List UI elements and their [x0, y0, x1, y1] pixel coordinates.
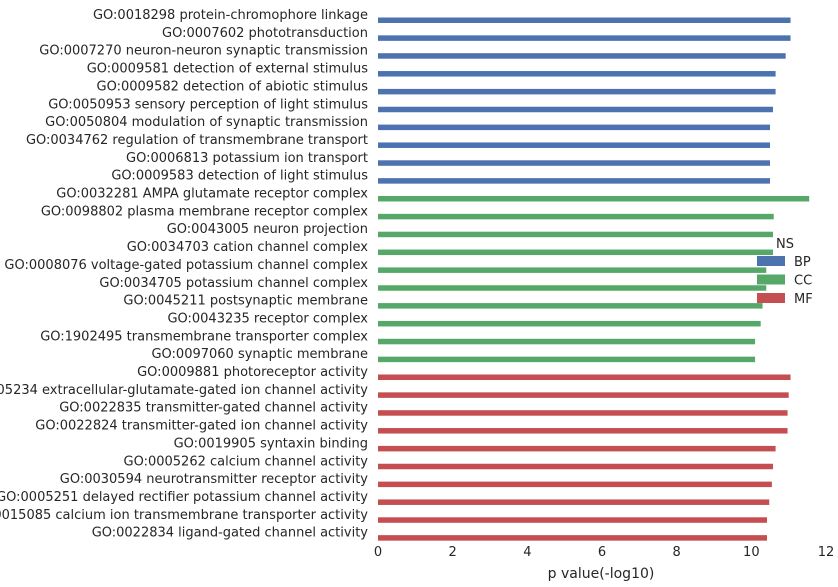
legend-swatch-bp: [757, 256, 785, 266]
bar-mf: [378, 463, 773, 470]
y-tick-label: GO:0009581 detection of external stimulu…: [87, 62, 369, 77]
x-tick-label: 12: [818, 545, 835, 560]
y-tick-label: GO:0032281 AMPA glutamate receptor compl…: [56, 187, 368, 202]
y-tick-label: GO:0005262 calcium channel activity: [124, 454, 369, 469]
legend-swatch-cc: [757, 274, 785, 285]
bar-bp: [378, 124, 770, 131]
bar-mf: [378, 428, 788, 434]
y-tick-label: GO:0030594 neurotransmitter receptor act…: [60, 472, 369, 487]
bar-cc: [378, 303, 763, 309]
y-tick-label: GO:0009881 photoreceptor activity: [137, 365, 368, 380]
bar-cc: [378, 249, 773, 256]
y-tick-label: GO:0034762 regulation of transmembrane t…: [26, 133, 368, 148]
x-tick-label: 4: [523, 545, 531, 560]
bar-bp: [378, 88, 776, 95]
legend-label-bp: BP: [794, 255, 811, 270]
x-tick-labels: 0 2 4 6 8 10 12: [374, 545, 834, 560]
x-axis-title: p value(-log10): [548, 566, 655, 582]
x-tick-label: 10: [743, 545, 760, 560]
bar-bp: [378, 106, 773, 113]
x-tick-label: 0: [374, 545, 382, 560]
bar-cc: [378, 356, 756, 363]
y-tick-label: GO:0005234 extracellular-glutamate-gated…: [0, 383, 368, 398]
y-tick-labels: GO:0018298 protein-chromophore linkage GO…: [0, 8, 368, 541]
y-tick-label: GO:0097060 synaptic membrane: [151, 347, 368, 362]
bar-bp: [378, 160, 770, 166]
y-tick-label: GO:0050953 sensory perception of light s…: [48, 97, 368, 112]
y-tick-label: GO:1902495 transmembrane transporter com…: [40, 329, 368, 344]
y-tick-label: GO:0043005 neuron projection: [167, 222, 368, 237]
y-tick-label: GO:0098802 plasma membrane receptor comp…: [41, 204, 368, 219]
bar-cc: [378, 196, 810, 202]
y-tick-label: GO:0007270 neuron-neuron synaptic transm…: [39, 44, 368, 59]
bar-bp: [378, 17, 791, 23]
y-tick-label: GO:0043235 receptor complex: [167, 311, 368, 326]
y-tick-label: GO:0045211 postsynaptic membrane: [123, 294, 368, 309]
y-tick-label: GO:0015085 calcium ion transmembrane tra…: [0, 508, 368, 523]
bar-cc: [378, 285, 767, 291]
y-tick-label: GO:0022824 transmitter-gated ion channel…: [35, 419, 368, 434]
bar-cc: [378, 320, 761, 327]
bar-mf: [378, 517, 768, 523]
bar-bp: [378, 35, 791, 41]
bar-mf: [378, 481, 772, 488]
y-tick-label: GO:0022835 transmitter-gated channel act…: [59, 401, 368, 416]
bar-cc: [378, 213, 774, 220]
y-tick-label: GO:0018298 protein-chromophore linkage: [93, 8, 368, 23]
bar-bp: [378, 178, 770, 184]
y-tick-label: GO:0008076 voltage-gated potassium chann…: [4, 258, 368, 273]
legend: NS BP CC MF: [757, 237, 813, 307]
y-tick-label: GO:0007602 phototransduction: [162, 26, 368, 41]
y-tick-label: GO:0034705 potassium channel complex: [99, 276, 368, 291]
bar-mf: [378, 374, 791, 380]
bar-mf: [378, 392, 789, 398]
y-tick-label: GO:0022834 ligand-gated channel activity: [92, 526, 369, 541]
bar-bp: [378, 142, 770, 148]
legend-label-mf: MF: [794, 292, 813, 307]
bar-bp: [378, 71, 776, 77]
bar-mf: [378, 499, 770, 505]
y-tick-label: GO:0034703 cation channel complex: [127, 240, 369, 255]
x-tick-label: 2: [449, 545, 457, 560]
legend-label-cc: CC: [794, 274, 812, 289]
bars-group: [378, 17, 810, 541]
legend-title: NS: [776, 237, 794, 252]
bar-cc: [378, 267, 767, 273]
bar-mf: [378, 445, 776, 452]
bar-cc: [378, 338, 756, 345]
y-tick-label: GO:0009582 detection of abiotic stimulus: [97, 79, 369, 94]
y-tick-label: GO:0050804 modulation of synaptic transm…: [45, 115, 368, 130]
bar-bp: [378, 53, 786, 59]
y-tick-label: GO:0005251 delayed rectifier potassium c…: [0, 490, 368, 505]
x-tick-label: 6: [598, 545, 606, 560]
y-tick-label: GO:0009583 detection of light stimulus: [111, 169, 368, 184]
bar-cc: [378, 231, 773, 238]
y-tick-label: GO:0006813 potassium ion transport: [126, 151, 368, 166]
bar-mf: [378, 535, 768, 541]
legend-swatch-mf: [757, 293, 785, 303]
x-tick-label: 8: [673, 545, 681, 560]
bar-mf: [378, 410, 788, 416]
y-tick-label: GO:0019905 syntaxin binding: [174, 436, 368, 451]
